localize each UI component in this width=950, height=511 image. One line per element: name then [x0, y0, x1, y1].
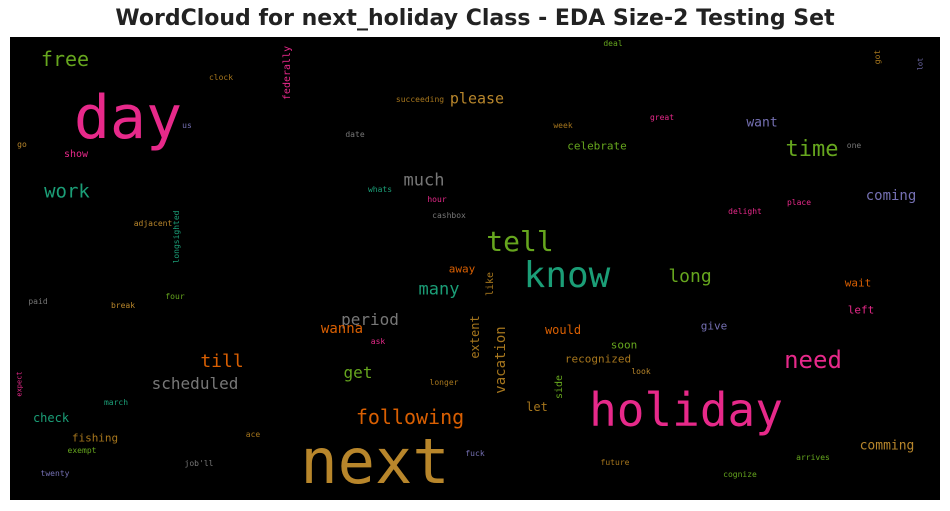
word-hour: hour — [427, 195, 447, 204]
word-four: four — [165, 292, 185, 301]
word-long: long — [668, 266, 712, 287]
word-soon: soon — [610, 338, 638, 352]
word-wanna: wanna — [320, 321, 364, 337]
word-know: know — [523, 255, 611, 296]
word-whats: whats — [367, 185, 393, 194]
word-got: got — [873, 49, 882, 65]
word-work: work — [44, 180, 90, 203]
word-vacation: vacation — [493, 326, 509, 394]
word-one: one — [846, 141, 862, 150]
word-following: following — [355, 405, 465, 429]
word-cognize: cognize — [723, 470, 757, 479]
word-please: please — [449, 89, 505, 108]
word-scheduled: scheduled — [151, 374, 239, 393]
word-march: march — [103, 398, 129, 407]
word-expect: expect — [15, 371, 24, 397]
word-exempt: exempt — [67, 446, 97, 455]
word-want: want — [746, 115, 778, 131]
word-ace: ace — [245, 430, 261, 439]
word-paid: paid — [28, 297, 48, 306]
word-week: week — [553, 121, 573, 130]
word-get: get — [343, 363, 373, 382]
word-give: give — [700, 319, 728, 333]
word-delight: delight — [728, 207, 762, 216]
chart-title: WordCloud for next_holiday Class - EDA S… — [115, 6, 835, 31]
word-extent: extent — [468, 315, 482, 359]
word-much: much — [403, 170, 445, 191]
word-left: left — [847, 303, 875, 317]
word-fishing: fishing — [71, 431, 119, 445]
word-holiday: holiday — [589, 383, 783, 437]
word-arrives: arrives — [796, 453, 830, 462]
word-twenty: twenty — [40, 469, 70, 478]
word-need: need — [784, 346, 842, 374]
wordcloud-canvas: next holiday day know tell time need following f… — [10, 37, 940, 500]
word-tell: tell — [486, 225, 554, 258]
word-coming: coming — [865, 188, 917, 204]
word-celebrate: celebrate — [567, 139, 627, 153]
word-great: great — [649, 113, 675, 122]
word-next: next — [300, 425, 450, 498]
word-free: free — [40, 47, 90, 71]
word-break: break — [110, 301, 136, 310]
word-let: let — [526, 400, 548, 414]
word-us: us — [182, 121, 192, 130]
word-federally: federally — [282, 45, 293, 101]
word-time: time — [785, 137, 839, 162]
word-adjacent: adjacent — [133, 219, 173, 228]
word-fuck: fuck — [465, 449, 485, 458]
word-date: date — [345, 130, 365, 139]
word-ask: ask — [370, 337, 386, 346]
word-comming: comming — [859, 438, 915, 454]
word-lot: lot — [916, 57, 925, 71]
word-like: like — [485, 271, 496, 297]
word-show: show — [63, 149, 89, 160]
word-place: place — [786, 198, 812, 207]
word-till: till — [200, 351, 244, 372]
word-clock: clock — [208, 73, 234, 82]
word-succeeding: succeeding — [395, 95, 445, 104]
word-go: go — [17, 140, 27, 149]
word-side: side — [554, 374, 565, 400]
word-away: away — [448, 262, 476, 276]
word-future: future — [600, 458, 630, 467]
word-day: day — [73, 83, 183, 153]
word-would: would — [544, 323, 582, 337]
word-check: check — [32, 411, 70, 425]
word-job-ll: job'll — [184, 459, 214, 468]
word-many: many — [418, 279, 460, 300]
word-look: look — [631, 367, 651, 376]
word-longer: longer — [429, 378, 459, 387]
word-deal: deal — [603, 39, 623, 48]
word-cashbox: cashbox — [432, 211, 466, 220]
word-recognized: recognized — [564, 352, 632, 366]
word-longsighted: longsighted — [172, 210, 181, 264]
word-period: period — [341, 310, 399, 329]
word-wait: wait — [844, 276, 872, 290]
